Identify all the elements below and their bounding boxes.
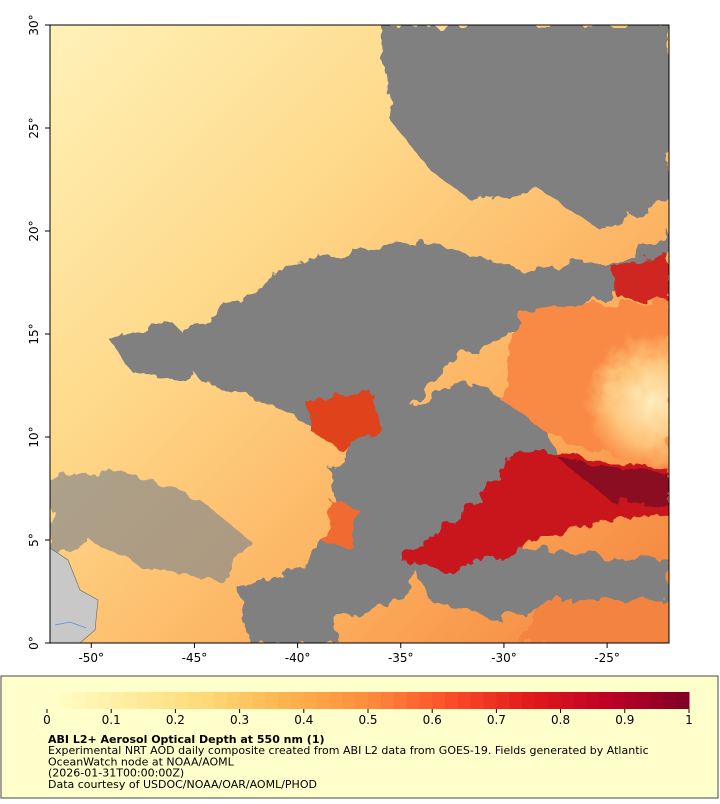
colorbar-tick-label: 0.7 <box>487 713 506 727</box>
colorbar-cell <box>111 692 125 709</box>
x-tick-label: -30° <box>491 651 517 665</box>
colorbar-tick-label: 0.5 <box>358 713 377 727</box>
colorbar-cell <box>149 692 164 709</box>
colorbar-cell <box>136 692 151 709</box>
colorbar-cell <box>534 692 549 709</box>
colorbar-cell <box>47 692 61 709</box>
colorbar-cell <box>252 692 266 709</box>
colorbar-cell <box>586 692 600 709</box>
colorbar-cell <box>265 692 279 709</box>
colorbar-cell <box>72 692 87 709</box>
colorbar-cell <box>483 692 497 709</box>
colorbar-cell <box>329 692 343 709</box>
colorbar-tick-label: 0.8 <box>551 713 570 727</box>
colorbar-cell <box>162 692 176 709</box>
x-tick-label: -50° <box>78 651 104 665</box>
colorbar-cell <box>368 692 382 709</box>
colorbar-cell <box>393 692 408 709</box>
colorbar-cell <box>470 692 485 709</box>
x-tick-label: -35° <box>388 651 414 665</box>
colorbar-cell <box>290 692 305 709</box>
y-tick-label: 10° <box>27 426 41 447</box>
colorbar-cell <box>432 692 446 709</box>
y-tick-label: 0° <box>27 636 41 650</box>
colorbar-cell <box>624 692 639 709</box>
colorbar-cell <box>611 692 626 709</box>
colorbar-cell <box>599 692 613 709</box>
colorbar-cell <box>239 692 253 709</box>
colorbar-cell <box>560 692 574 709</box>
colorbar-cell <box>201 692 215 709</box>
colorbar-cell <box>188 692 202 709</box>
colorbar-cell <box>573 692 587 709</box>
colorbar-tick-label: 0.3 <box>230 713 249 727</box>
colorbar-tick-label: 0.9 <box>615 713 634 727</box>
colorbar-cell <box>637 692 651 709</box>
colorbar-cell <box>124 692 138 709</box>
colorbar-cell <box>676 692 690 709</box>
colorbar-cell <box>496 692 510 709</box>
colorbar-cell <box>278 692 292 709</box>
y-tick-label: 25° <box>27 117 41 138</box>
colorbar-tick-label: 0.6 <box>423 713 442 727</box>
colorbar-cell <box>650 692 664 709</box>
y-tick-label: 5° <box>27 533 41 547</box>
colorbar-cell <box>406 692 420 709</box>
caption-line: Data courtesy of USDOC/NOAA/OAR/AOML/PHO… <box>48 778 317 791</box>
map-image <box>50 25 669 643</box>
colorbar-cell <box>663 692 677 709</box>
caption-line: OceanWatch node at NOAA/AOML <box>48 755 235 768</box>
colorbar-cell <box>457 692 472 709</box>
x-tick-label: -40° <box>285 651 311 665</box>
colorbar-cell <box>316 692 330 709</box>
x-tick-label: -45° <box>182 651 208 665</box>
colorbar-cell <box>355 692 369 709</box>
colorbar-cell <box>522 692 536 709</box>
colorbar-cell <box>342 692 356 709</box>
y-tick-label: 30° <box>27 14 41 35</box>
colorbar-tick-label: 1 <box>685 713 693 727</box>
colorbar-cell <box>303 692 318 709</box>
caption-line: Experimental NRT AOD daily composite cre… <box>48 744 649 757</box>
colorbar-cell <box>380 692 395 709</box>
colorbar-cell <box>59 692 74 709</box>
caption-line: (2026-01-31T00:00:00Z) <box>48 767 184 780</box>
colorbar-cell <box>175 692 189 709</box>
colorbar-tick-label: 0 <box>43 713 51 727</box>
colorbar-cell <box>226 692 241 709</box>
colorbar-cell <box>419 692 433 709</box>
colorbar-cell <box>85 692 99 709</box>
y-tick-label: 20° <box>27 220 41 241</box>
colorbar-cell <box>213 692 228 709</box>
y-tick-label: 15° <box>27 323 41 344</box>
colorbar-tick-label: 0.1 <box>102 713 121 727</box>
colorbar-cell <box>445 692 459 709</box>
colorbar-cell <box>509 692 523 709</box>
caption-title: ABI L2+ Aerosol Optical Depth at 550 nm … <box>48 733 325 746</box>
colorbar-tick-label: 0.2 <box>166 713 185 727</box>
colorbar-cell <box>98 692 112 709</box>
colorbar-tick-label: 0.4 <box>294 713 313 727</box>
x-tick-label: -25° <box>594 651 620 665</box>
colorbar-cell <box>547 692 562 709</box>
